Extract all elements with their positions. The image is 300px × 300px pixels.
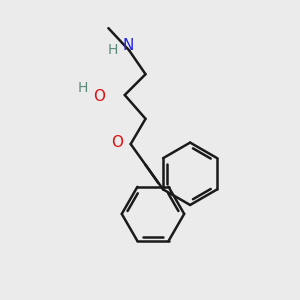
- Text: N: N: [122, 38, 134, 52]
- Text: H: H: [108, 44, 118, 57]
- Text: O: O: [94, 89, 106, 104]
- Text: O: O: [111, 135, 123, 150]
- Text: H: H: [78, 81, 88, 94]
